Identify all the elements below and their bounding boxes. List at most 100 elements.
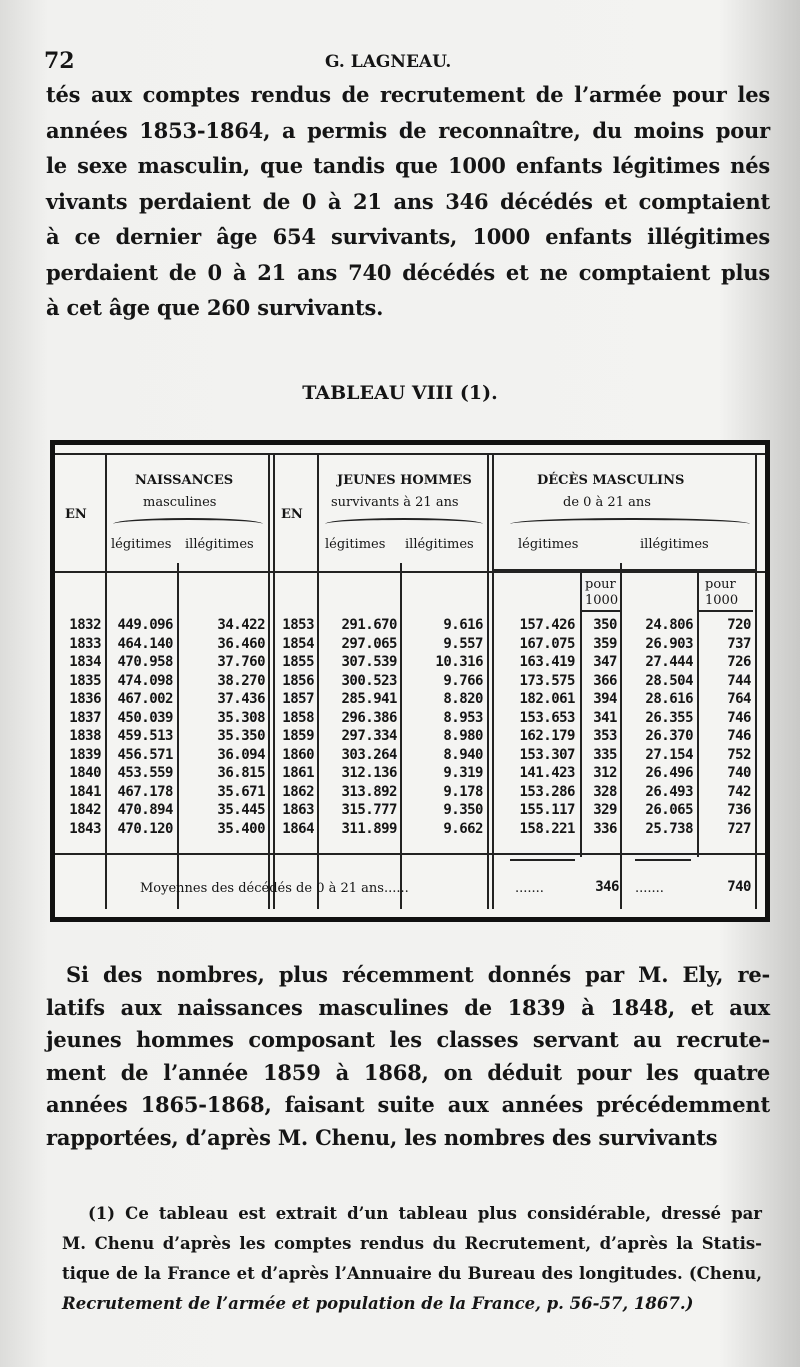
cell-births-legit: 464.140 [117,635,173,652]
cell-year-conscripts: 1860 [282,746,314,763]
text-line: tique de la France et d’après l’Annuaire… [62,1264,762,1283]
cell-deaths-legit-per-1000: 335 [593,746,617,763]
header-pour: pour [705,577,736,592]
data-table: EN NAISSANCES masculines EN JEUNES HOMME… [50,440,770,922]
cell-deaths-illegit-per-1000: 740 [727,765,751,781]
cell-deaths-illegit: 26.355 [645,709,693,726]
cell-deaths-illegit-per-1000: 720 [727,617,751,633]
text-line: (1) Ce tableau est extrait d’un tableau … [88,1204,762,1223]
cell-survivors-legit: 311.899 [341,820,397,837]
footer-dots: ....... [635,881,664,896]
cell-births-illegit: 34.422 [217,617,265,633]
cell-births-illegit: 37.436 [217,691,265,707]
header-masculines: masculines [143,495,217,510]
cell-survivors-illegit: 10.316 [435,654,483,670]
cell-births-legit: 456.571 [117,746,173,763]
cell-deaths-legit: 163.419 [519,654,575,670]
header-survivants: survivants à 21 ans [331,495,459,510]
cell-year-conscripts: 1858 [282,709,314,726]
cell-births-illegit: 37.760 [217,654,265,670]
text-line: vivants perdaient de 0 à 21 ans 346 décé… [46,188,770,214]
footer-label: Moyennes des décédés de 0 à 21 ans...... [140,881,409,896]
cell-year-conscripts: 1856 [282,672,314,689]
cell-survivors-illegit: 9.616 [443,617,483,633]
cell-births-illegit: 38.270 [217,672,265,689]
header-legitimes: légitimes [111,537,172,552]
cell-year-births: 1841 [69,783,101,800]
cell-deaths-legit-per-1000: 336 [593,820,617,837]
cell-deaths-legit: 182.061 [519,691,575,707]
cell-deaths-illegit: 26.493 [645,783,693,800]
brace [113,518,263,530]
cell-survivors-illegit: 9.350 [443,802,483,818]
cell-deaths-legit: 153.286 [519,783,575,800]
cell-births-legit: 474.098 [117,672,173,689]
cell-deaths-legit-per-1000: 394 [593,691,617,707]
cell-births-legit: 467.002 [117,691,173,707]
cell-deaths-illegit-per-1000: 764 [727,691,751,707]
cell-deaths-illegit: 28.504 [645,672,693,689]
cell-deaths-legit: 153.307 [519,746,575,763]
text-line: ment de l’année 1859 à 1868, on déduit p… [46,1059,770,1085]
footer-legit-average: 346 [595,879,619,895]
cell-survivors-illegit: 9.766 [443,672,483,689]
cell-survivors-illegit: 8.980 [443,728,483,744]
text-line: Recrutement de l’armée et population de … [62,1294,694,1313]
cell-deaths-legit: 153.653 [519,709,575,726]
cell-deaths-legit: 162.179 [519,728,575,744]
cell-deaths-illegit-per-1000: 736 [727,802,751,818]
cell-deaths-illegit-per-1000: 737 [727,635,751,652]
cell-year-births: 1834 [69,654,101,670]
cell-survivors-illegit: 9.662 [443,820,483,837]
cell-births-legit: 459.513 [117,728,173,744]
cell-deaths-illegit-per-1000: 742 [727,783,751,800]
cell-births-legit: 470.958 [117,654,173,670]
cell-year-conscripts: 1857 [282,691,314,707]
page-number: 72 [44,48,75,74]
cell-survivors-legit: 296.386 [341,709,397,726]
cell-year-conscripts: 1853 [282,617,314,633]
cell-deaths-illegit-per-1000: 726 [727,654,751,670]
footer-dots: ....... [515,881,544,896]
cell-year-births: 1842 [69,802,101,818]
cell-year-births: 1833 [69,635,101,652]
cell-year-conscripts: 1862 [282,783,314,800]
header-naissances: NAISSANCES [135,473,234,488]
header-legitimes: légitimes [325,537,386,552]
cell-deaths-legit-per-1000: 359 [593,635,617,652]
cell-deaths-legit: 155.117 [519,802,575,818]
text-line: Si des nombres, plus récemment donnés pa… [66,962,770,987]
cell-deaths-legit: 141.423 [519,765,575,781]
cell-survivors-legit: 285.941 [341,691,397,707]
cell-births-illegit: 36.460 [217,635,265,652]
cell-births-illegit: 35.671 [217,783,265,800]
cell-year-births: 1840 [69,765,101,781]
cell-deaths-illegit-per-1000: 744 [727,672,751,689]
header-deces-sub: de 0 à 21 ans [563,495,651,510]
text-line: perdaient de 0 à 21 ans 740 décédés et n… [46,259,770,285]
cell-births-illegit: 36.094 [217,746,265,763]
cell-survivors-legit: 297.065 [341,635,397,652]
cell-year-births: 1843 [69,820,101,837]
running-title: G. LAGNEAU. [325,52,452,72]
cell-year-conscripts: 1859 [282,728,314,744]
cell-deaths-legit: 157.426 [519,617,575,633]
cell-deaths-illegit: 27.444 [645,654,693,670]
cell-survivors-illegit: 9.319 [443,765,483,781]
header-illegitimes: illégitimes [405,537,474,552]
cell-survivors-legit: 303.264 [341,746,397,763]
header-illegitimes: illégitimes [640,537,709,552]
cell-deaths-legit: 158.221 [519,820,575,837]
cell-year-conscripts: 1863 [282,802,314,818]
header-illegitimes: illégitimes [185,537,254,552]
cell-year-conscripts: 1855 [282,654,314,670]
cell-deaths-illegit: 26.065 [645,802,693,818]
cell-survivors-legit: 307.539 [341,654,397,670]
cell-survivors-illegit: 8.953 [443,709,483,726]
cell-deaths-illegit-per-1000: 752 [727,746,751,763]
cell-deaths-legit-per-1000: 353 [593,728,617,744]
cell-deaths-legit: 167.075 [519,635,575,652]
header-en: EN [281,507,303,522]
text-line: M. Chenu d’après les comptes rendus du R… [62,1234,762,1253]
cell-deaths-illegit-per-1000: 746 [727,728,751,744]
